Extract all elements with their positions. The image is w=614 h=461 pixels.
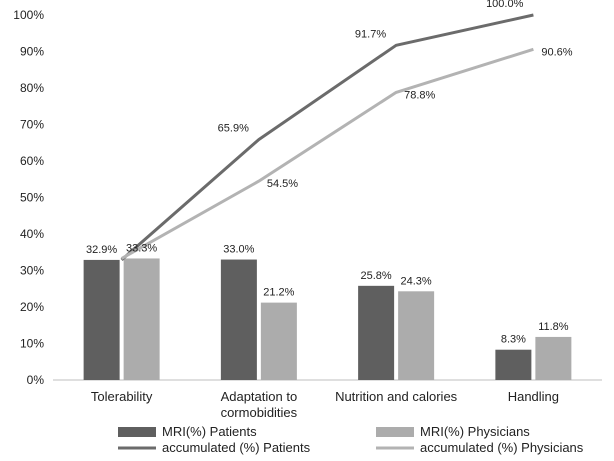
y-tick-label: 30% [20, 264, 44, 278]
line-series [120, 13, 534, 262]
line-data-label: 91.7% [355, 28, 386, 40]
legend-swatch [376, 427, 414, 437]
bar [495, 349, 532, 380]
y-tick-label: 0% [27, 373, 45, 387]
category-label: Adaptation to [221, 389, 298, 404]
lines [120, 13, 534, 262]
y-tick-label: 10% [20, 337, 44, 351]
category-label: cormobidities [221, 405, 298, 420]
y-tick-label: 80% [20, 81, 44, 95]
category-label: Tolerability [91, 389, 153, 404]
line-data-label: 78.8% [404, 89, 435, 101]
data-labels: 32.9% 33.0% 25.8% 8.3% 33.3% 21.2% 24.3% 11.8% 6… [86, 0, 573, 346]
legend-label: accumulated (%) Patients [162, 440, 311, 455]
bar-data-label: 21.2% [263, 287, 294, 299]
bar-data-label: 33.3% [126, 242, 157, 254]
y-tick-label: 90% [20, 45, 44, 59]
legend-label: accumulated (%) Physicians [420, 440, 584, 455]
bar [358, 285, 395, 380]
bar [83, 259, 120, 380]
legend-label: MRI(%) Physicians [420, 424, 530, 439]
bar-data-label: 8.3% [501, 334, 526, 346]
bar-data-label: 11.8% [538, 321, 569, 333]
legend-swatch [118, 427, 156, 437]
line-series [120, 47, 534, 260]
bar [123, 258, 160, 380]
y-tick-label: 20% [20, 300, 44, 314]
bar-data-label: 25.8% [361, 270, 392, 282]
bar-data-label: 33.0% [223, 244, 254, 256]
y-tick-label: 40% [20, 227, 44, 241]
y-tick-label: 70% [20, 118, 44, 132]
y-axis: 0% 10% 20% 30% 40% 50% 60% 70% 80% 90% 100% [13, 8, 44, 387]
bar [220, 259, 257, 380]
bar-data-label: 24.3% [401, 275, 432, 287]
bar [398, 291, 435, 380]
y-tick-label: 60% [20, 154, 44, 168]
bar [260, 302, 297, 380]
y-tick-label: 100% [13, 8, 44, 22]
line-data-label: 54.5% [267, 178, 298, 190]
legend: MRI(%) Patients MRI(%) Physiciansaccumula… [118, 424, 584, 455]
bar [535, 336, 572, 380]
y-tick-label: 50% [20, 191, 44, 205]
legend-label: MRI(%) Patients [162, 424, 257, 439]
category-label: Nutrition and calories [335, 389, 458, 404]
bars [83, 258, 572, 380]
bar-data-label: 32.9% [86, 244, 117, 256]
line-data-label: 65.9% [218, 122, 249, 134]
category-label: Handling [508, 389, 559, 404]
line-data-label: 100.0% [486, 0, 524, 10]
line-data-label: 90.6% [541, 46, 572, 58]
